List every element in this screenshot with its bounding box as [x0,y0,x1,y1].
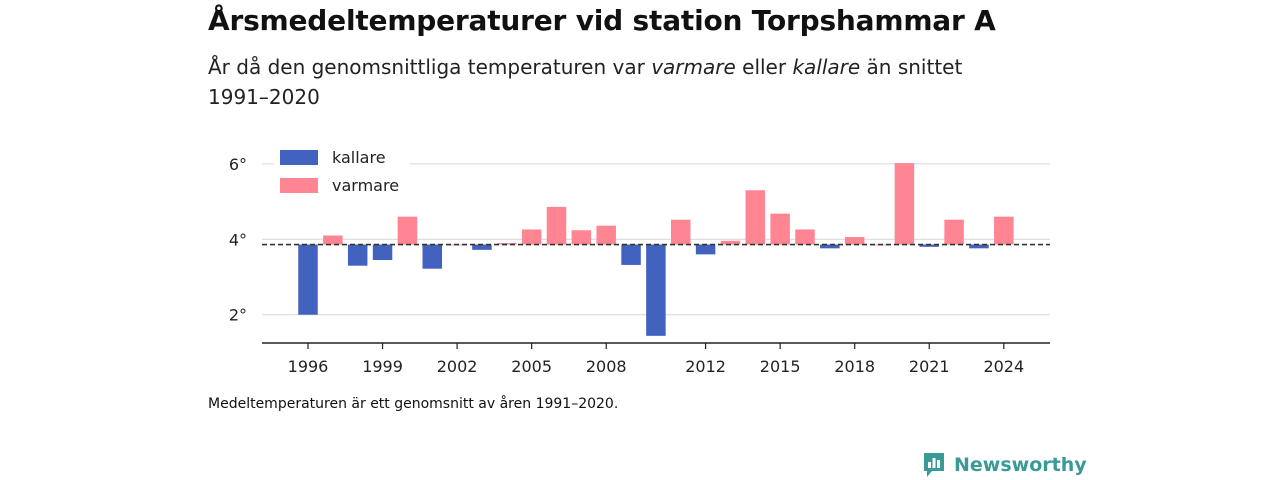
bar-1999 [372,244,393,261]
bar-2013 [720,240,741,245]
x-tick-label: 1996 [288,357,329,376]
x-tick-label: 2015 [760,357,801,376]
bar-2000 [397,216,418,245]
subtitle-warm: varmare [651,55,736,79]
x-tick-label: 2008 [586,357,627,376]
x-tick-label: 2024 [983,357,1024,376]
y-tick-label: 4° [229,230,247,249]
bar-2003 [472,244,492,250]
bars [298,163,1014,336]
bar-1998 [347,244,368,266]
x-tick-label: 2012 [685,357,726,376]
chart-subtitle: År då den genomsnittliga temperaturen va… [208,52,1028,112]
subtitle-post: än snittet 1991–2020 [208,55,963,109]
bar-2014 [745,190,766,245]
bar-2010 [646,244,666,336]
bar-2020 [894,163,915,245]
legend-swatch-varmare [280,178,318,193]
bar-2017 [820,244,840,249]
x-tick-label: 1999 [362,357,403,376]
newsworthy-logo-icon [924,453,944,477]
bar-1997 [323,235,343,245]
footnote: Medeltemperaturen är ett genomsnitt av å… [208,396,619,412]
y-tick-labels: 2° 4° 6° [229,155,247,325]
legend-swatch-kallare [280,150,318,165]
bar-2021 [919,244,939,247]
bar-2001 [422,244,442,269]
legend-label-varmare: varmare [332,176,399,195]
chart-title: Årsmedeltemperaturer vid station Torpsha… [208,4,996,37]
legend-label-kallare: kallare [332,148,386,167]
bar-chart: 2° 4° 6° 1996 1999 2002 2005 2008 2012 2015 2018 2… [228,141,1050,376]
bar-2007 [571,230,592,245]
bar-2023 [969,244,989,249]
brand-name: Newsworthy [954,454,1087,476]
bar-2015 [770,213,790,245]
bar-2012 [695,244,716,255]
bar-2016 [795,229,815,245]
bar-2024 [994,216,1014,245]
bar-2022 [944,219,964,245]
bar-2008 [596,225,616,245]
bar-1996 [298,244,318,315]
x-tick-label: 2021 [909,357,950,376]
x-tick-label: 2018 [834,357,875,376]
bar-2009 [621,244,641,265]
bar-2006 [546,206,567,245]
y-tick-label: 2° [229,306,247,325]
y-tick-label: 6° [229,155,247,174]
legend: kallare varmare [274,141,410,197]
bar-2018 [844,237,865,245]
subtitle-mid: eller [735,55,793,79]
bar-2005 [521,229,542,245]
newsworthy-logo[interactable]: Newsworthy [922,450,1087,480]
bar-2011 [671,219,691,245]
subtitle-cold: kallare [792,55,861,79]
subtitle-pre: År då den genomsnittliga temperaturen va… [208,55,652,79]
x-tick-labels: 1996 1999 2002 2005 2008 2012 2015 2018 2021 2024 [288,343,1024,376]
x-tick-label: 2005 [511,357,552,376]
x-tick-label: 2002 [437,357,478,376]
